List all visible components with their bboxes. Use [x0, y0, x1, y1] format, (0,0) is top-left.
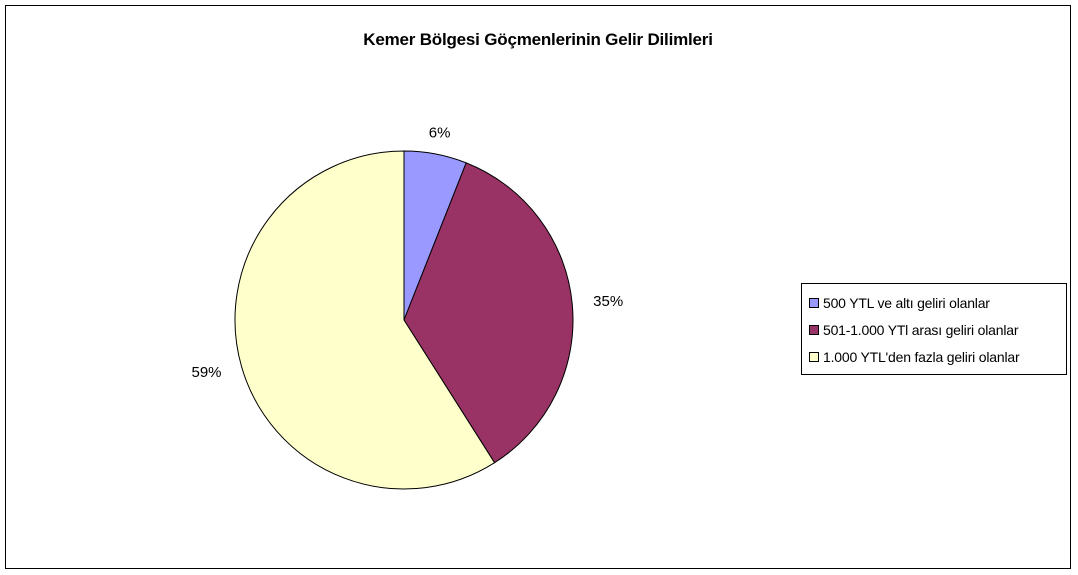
pie-chart: 6% 35% 59% [192, 124, 623, 490]
legend-swatch [809, 297, 819, 308]
chart-area: Kemer Bölgesi Göçmenlerinin Gelir Diliml… [5, 5, 1071, 569]
legend-item: 500 YTL ve altı geliri olanlar [809, 289, 1066, 316]
data-label: 59% [192, 364, 222, 381]
pie-slice [234, 150, 496, 490]
legend-label: 1.000 YTL'den fazla geliri olanlar [823, 348, 1020, 365]
legend: 500 YTL ve altı geliri olanlar 501-1.000… [801, 283, 1067, 375]
data-label: 6% [429, 124, 451, 141]
legend-swatch [809, 351, 819, 362]
legend-label: 500 YTL ve altı geliri olanlar [823, 294, 990, 311]
chart-title: Kemer Bölgesi Göçmenlerinin Gelir Diliml… [363, 30, 713, 49]
legend-label: 501-1.000 YTl arası geliri olanlar [823, 321, 1019, 338]
data-label: 35% [593, 293, 623, 310]
pie-slice [403, 162, 574, 464]
legend-item: 1.000 YTL'den fazla geliri olanlar [809, 343, 1066, 370]
legend-item: 501-1.000 YTl arası geliri olanlar [809, 316, 1066, 343]
legend-swatch [809, 324, 819, 335]
